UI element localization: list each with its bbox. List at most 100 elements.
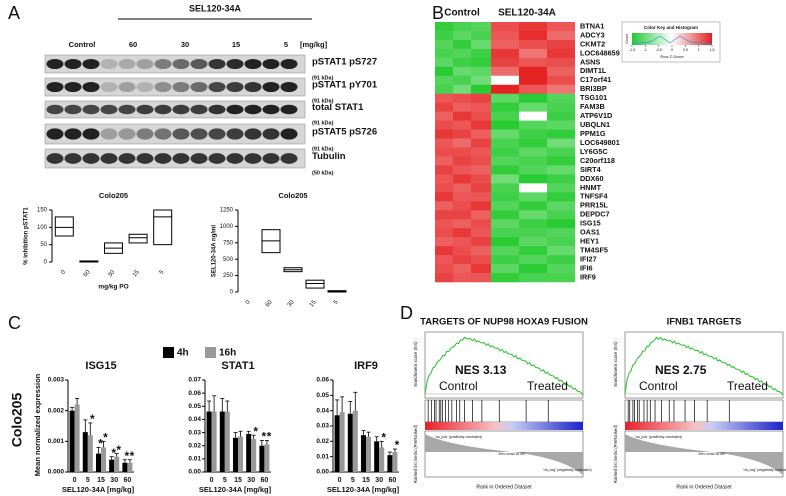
heatmap-cell — [491, 183, 519, 193]
heatmap-cell — [453, 165, 471, 175]
chart-title: Colo205 — [278, 191, 307, 200]
heatmap-cell — [435, 201, 453, 211]
heatmap-cell — [453, 219, 471, 229]
x-tick-label: 60 — [83, 269, 92, 278]
heatmap-cell — [519, 39, 547, 50]
group-label: SEL120-34A — [498, 8, 556, 19]
heatmap-cell — [435, 183, 453, 193]
gene-label: DEPDC7 — [580, 210, 610, 219]
gene-label: HNMT — [580, 183, 602, 192]
heatmap-cell — [519, 255, 547, 265]
heatmap-cell — [547, 120, 575, 130]
bar — [74, 404, 80, 472]
blot-band — [46, 81, 64, 93]
heatmap-cell — [547, 273, 575, 283]
color-key-histogram — [631, 35, 713, 45]
zero-note: Zero cross at 287 — [498, 452, 525, 456]
gene-label: TSG101 — [580, 93, 607, 102]
heatmap-cell — [471, 48, 491, 59]
y-axis-label: Mean normalized expression — [33, 373, 42, 476]
heatmap-cell — [435, 246, 453, 256]
heatmap-cell — [435, 138, 453, 148]
bar — [109, 459, 115, 472]
zero-note: Zero cross at 287 — [698, 452, 725, 456]
heatmap-cell — [519, 111, 547, 121]
bar — [82, 432, 88, 472]
heatmap-cell — [435, 84, 453, 95]
blot-band — [172, 153, 190, 164]
gene-label: BTNA1 — [580, 21, 604, 30]
gene-label: CKMT2 — [580, 39, 605, 48]
heatmap-cell — [519, 30, 547, 41]
heatmap-cell — [547, 201, 575, 211]
y-tick-label: 0.00 — [316, 469, 329, 476]
heatmap-cell — [471, 183, 491, 193]
blot-band — [136, 153, 154, 164]
gene-label: HEY1 — [580, 237, 599, 246]
y-tick-label: 0.01 — [188, 456, 201, 463]
chart-title: IRF9 — [354, 360, 378, 372]
heatmap-cell — [547, 174, 575, 184]
gene-label: LOC648659 — [580, 48, 620, 57]
bar — [347, 413, 353, 472]
box — [153, 209, 173, 246]
heatmap-cell — [491, 237, 519, 247]
y-tick-label: 0.06 — [188, 390, 201, 397]
heatmap-cell — [435, 120, 453, 130]
heatmap-cell — [453, 147, 471, 157]
gene-label: IFI27 — [580, 255, 597, 264]
lane-label: 5 — [284, 40, 288, 49]
rank-colorbar — [625, 422, 783, 430]
bar — [334, 415, 340, 472]
blot-band — [82, 128, 100, 140]
significance-star: * — [103, 431, 108, 445]
heatmap-cell — [471, 237, 491, 247]
bar — [114, 456, 120, 472]
significance-star: * — [98, 437, 103, 451]
blot-band — [172, 58, 190, 70]
heatmap-cell — [435, 102, 453, 112]
heatmap-cell — [491, 165, 519, 175]
legend-label: 4h — [177, 348, 189, 359]
color-key-ylabel: Count — [625, 34, 629, 44]
gene-label: IFI6 — [580, 263, 593, 272]
heatmap-cell — [491, 228, 519, 238]
x-tick-label: 60 — [261, 477, 269, 484]
heatmap-cell — [519, 174, 547, 184]
heatmap-cell — [471, 39, 491, 50]
y-tick-label: 0.03 — [316, 423, 329, 430]
heatmap-cell — [547, 246, 575, 256]
y-tick-label: 0.000 — [48, 469, 65, 476]
heatmap-cell — [453, 255, 471, 265]
heatmap-cell — [471, 156, 491, 166]
heatmap-cell — [471, 210, 491, 220]
heatmap-cell — [435, 174, 453, 184]
x-tick-label: 60 — [389, 477, 397, 484]
es-ylabel: Enrichment score (ES) — [413, 341, 418, 387]
heatmap-cell — [491, 174, 519, 184]
heatmap-cell — [491, 219, 519, 229]
heatmap-cell — [519, 192, 547, 202]
heatmap-cell — [547, 75, 575, 86]
x-tick-label: 15 — [97, 477, 105, 484]
color-key-xlabel: Row Z-Score — [660, 54, 684, 59]
blot-band — [208, 58, 226, 70]
blot-band — [226, 81, 244, 93]
bar — [360, 435, 366, 472]
panel-label: D — [400, 303, 413, 323]
heatmap-cell — [491, 39, 519, 50]
x-tick-label: 60 — [124, 477, 132, 484]
gene-label: DDX60 — [580, 174, 604, 183]
heatmap-cell — [547, 129, 575, 139]
bar — [211, 411, 217, 472]
y-axis-label: % inhibition pSTAT1 — [24, 207, 30, 265]
heatmap-cell — [435, 93, 453, 103]
heatmap-cell — [547, 102, 575, 112]
heatmap-cell — [491, 57, 519, 68]
blot-band — [226, 128, 244, 140]
heatmap-cell — [435, 210, 453, 220]
heatmap-cell — [471, 255, 491, 265]
heatmap-cell — [453, 93, 471, 103]
bar — [264, 444, 270, 472]
